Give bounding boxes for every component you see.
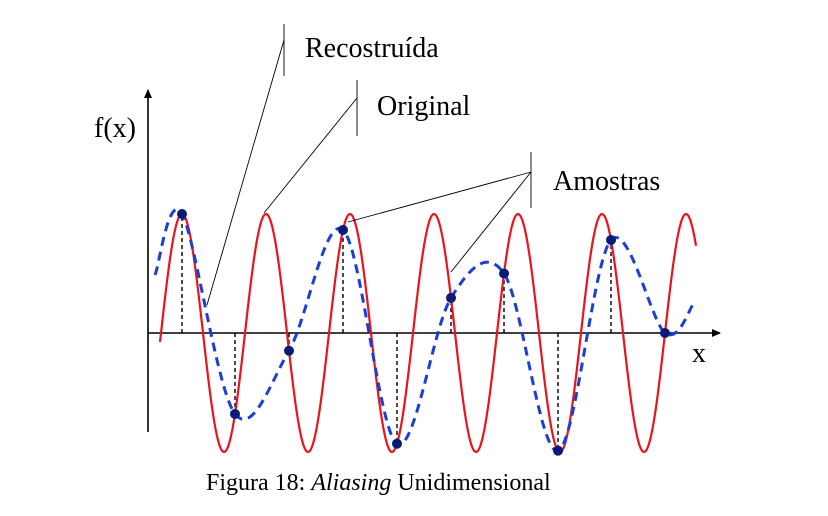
sample-point	[177, 209, 187, 219]
label-original: Original	[377, 91, 471, 122]
caption-prefix: Figura 18:	[206, 470, 311, 496]
sample-point	[392, 438, 402, 449]
sample-point	[499, 268, 509, 279]
sample-point	[284, 345, 294, 356]
sample-point	[338, 224, 348, 235]
sample-points	[177, 209, 670, 456]
leader-original	[263, 97, 358, 214]
label-reconstructed: Recostruída	[305, 33, 439, 64]
sample-point	[553, 445, 563, 456]
leader-reconstructed	[206, 39, 285, 306]
sample-point	[230, 408, 240, 419]
figure-caption: Figura 18: Aliasing Unidimensional	[206, 470, 551, 496]
sample-point	[606, 234, 616, 245]
sample-point	[660, 328, 670, 338]
caption-suffix: Unidimensional	[391, 470, 551, 496]
leader-samples-1	[347, 171, 532, 223]
leader-samples-2	[450, 171, 532, 273]
label-samples: Amostras	[553, 166, 660, 197]
original-curve	[158, 212, 698, 454]
callout-lines	[206, 24, 532, 306]
caption-italic: Aliasing	[309, 470, 391, 496]
x-axis-label: x	[692, 338, 706, 369]
reconstructed-curve	[153, 208, 696, 453]
y-axis-label: f(x)	[94, 113, 136, 144]
sample-point	[446, 292, 456, 303]
